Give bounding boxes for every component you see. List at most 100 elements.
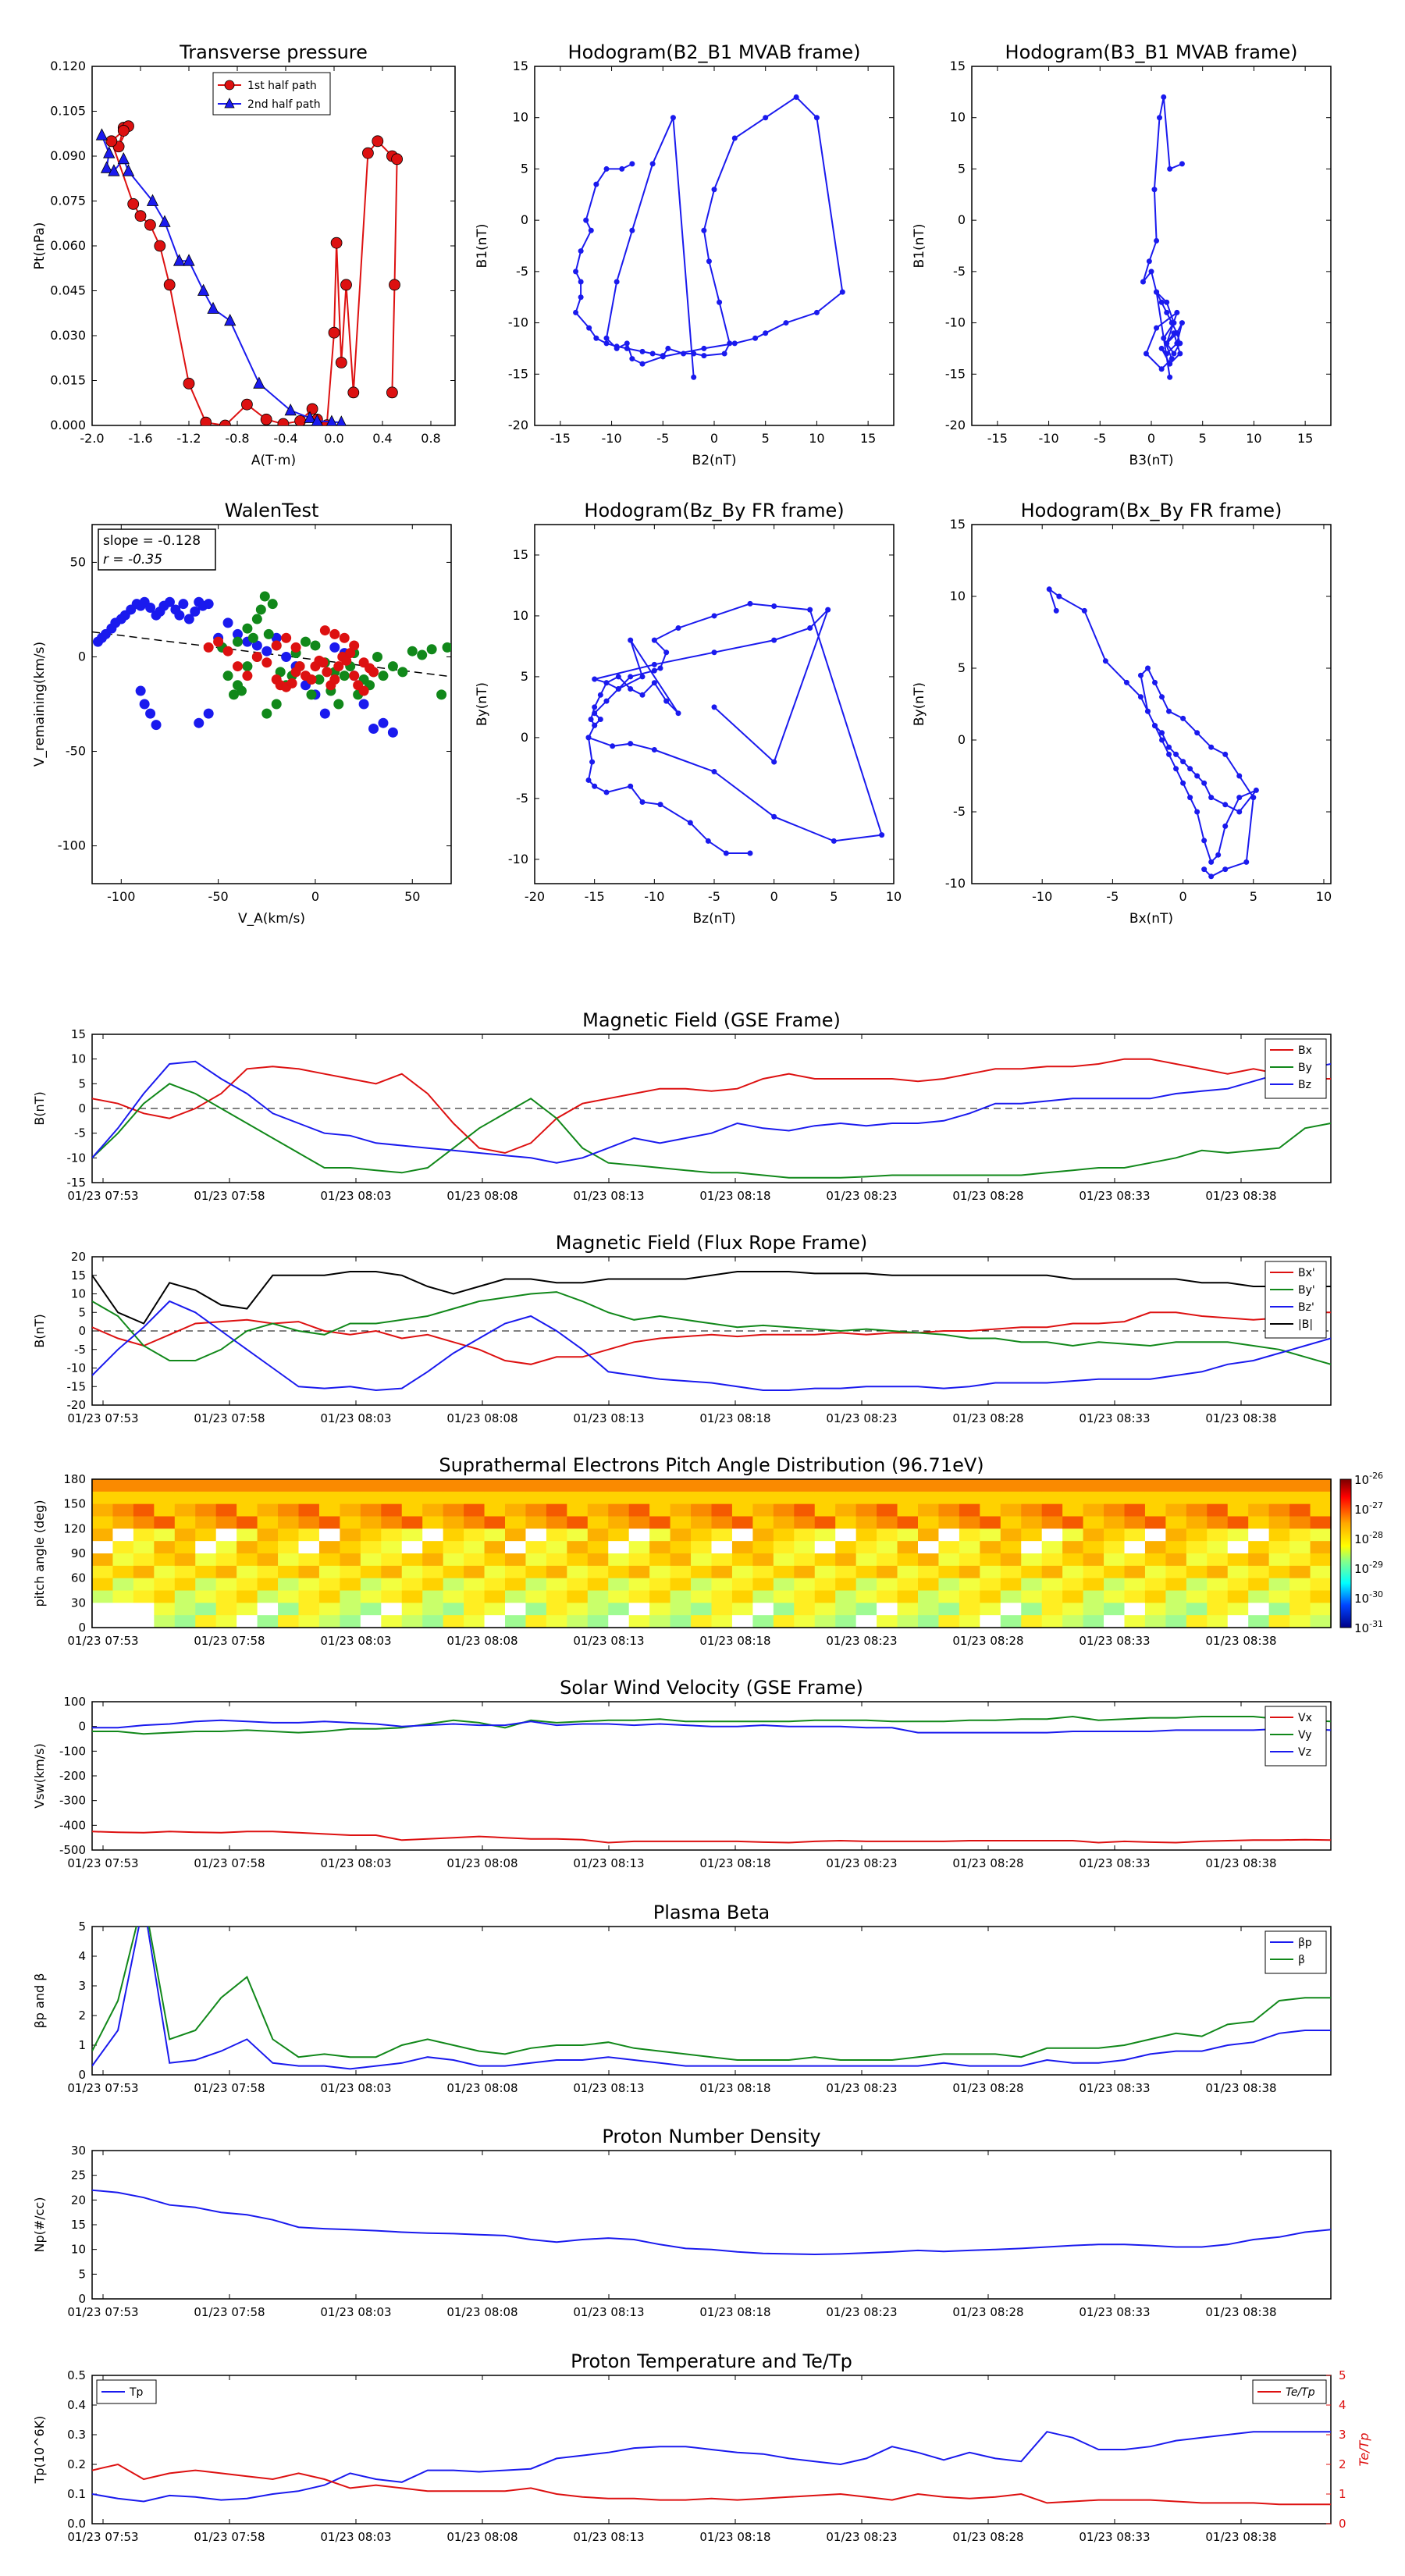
heatmap-cell xyxy=(1083,1516,1104,1529)
plot-area xyxy=(92,2189,1331,2256)
point-marker xyxy=(603,680,610,686)
pad-axes: Suprathermal Electrons Pitch Angle Distr… xyxy=(32,1454,1383,1648)
heatmap-cell xyxy=(980,1479,1001,1493)
heatmap-cell xyxy=(1248,1516,1270,1529)
heatmap-cell xyxy=(773,1503,795,1517)
heatmap-cell xyxy=(587,1491,609,1505)
scatter-point-red xyxy=(222,646,233,656)
time-tick-label: 01/23 08:03 xyxy=(320,1856,391,1870)
time-tick-label: 01/23 08:03 xyxy=(320,1189,391,1203)
heatmap-cell xyxy=(1041,1590,1063,1603)
y-axis-label: pitch angle (deg) xyxy=(32,1500,47,1606)
point-marker xyxy=(583,217,589,223)
heatmap-cell xyxy=(773,1491,795,1505)
heatmap-cell xyxy=(877,1528,898,1542)
heatmap-cell xyxy=(464,1516,486,1529)
mag-gse-axes: Magnetic Field (GSE Frame) 01/23 07:53 01/… xyxy=(32,1009,1332,1203)
x-tick-label: -5 xyxy=(708,889,720,904)
y-tick-label: 30 xyxy=(71,1596,86,1610)
heatmap-cell xyxy=(1144,1590,1166,1603)
heatmap-cell xyxy=(443,1528,464,1542)
heatmap-cell xyxy=(1186,1491,1208,1505)
time-tick-label: 01/23 08:03 xyxy=(320,1411,391,1425)
series-line-2nd-half-path xyxy=(101,134,342,424)
heatmap-cell xyxy=(340,1603,361,1616)
point-marker xyxy=(592,783,598,789)
heatmap-cell xyxy=(649,1615,671,1628)
heatmap-cell xyxy=(587,1578,609,1592)
heatmap-cell xyxy=(794,1528,816,1542)
point-marker xyxy=(1177,350,1183,357)
heatmap-cell xyxy=(794,1553,816,1567)
plot-area xyxy=(1140,94,1185,380)
hodogram-bx-by-axes: Hodogram(Bx_By FR frame) -10 -5 0 5 10 -10 -5 0 5… xyxy=(912,500,1332,927)
heatmap-cell xyxy=(1124,1516,1146,1529)
colorbar-tick-label: 10-27 xyxy=(1354,1500,1383,1517)
time-tick-label: 01/23 08:13 xyxy=(573,1856,644,1870)
time-tick-label: 01/23 07:53 xyxy=(67,1189,138,1203)
colorbar-tick-exponent: -26 xyxy=(1369,1471,1383,1481)
time-tick-label: 01/23 08:08 xyxy=(446,2305,518,2319)
heatmap-cell xyxy=(670,1590,692,1603)
circle-marker xyxy=(306,403,318,415)
point-marker xyxy=(1171,350,1177,357)
scatter-point-green xyxy=(442,642,451,653)
time-tick-label: 01/23 08:28 xyxy=(952,2530,1023,2544)
heatmap-cell xyxy=(1310,1553,1332,1567)
point-marker xyxy=(747,850,753,856)
y-tick-label: 15 xyxy=(950,517,966,532)
series-line-1st-half-path xyxy=(110,125,398,425)
heatmap-cell xyxy=(484,1491,506,1505)
heatmap-cell xyxy=(464,1578,486,1592)
point-marker xyxy=(771,637,777,643)
heatmap-cell xyxy=(195,1479,217,1493)
heatmap-cell xyxy=(278,1528,300,1542)
x-tick-label: -15 xyxy=(585,889,605,904)
scatter-point-green xyxy=(242,661,253,672)
plot-area xyxy=(585,600,885,856)
heatmap-cell xyxy=(340,1528,361,1542)
heatmap-cell xyxy=(298,1553,320,1567)
colorbar-tick-label: 10-28 xyxy=(1354,1530,1383,1546)
legend: Vx Vy Vz xyxy=(1264,1706,1327,1767)
scatter-point-green xyxy=(222,671,233,681)
heatmap-cell xyxy=(318,1578,340,1592)
triangle-marker xyxy=(173,254,186,266)
heatmap-cell xyxy=(567,1615,589,1628)
point-marker xyxy=(1208,795,1215,801)
y-tick-label: 0 xyxy=(78,2292,86,2306)
heatmap-cell xyxy=(112,1590,134,1603)
triangle-marker xyxy=(183,254,195,266)
point-marker xyxy=(1164,309,1170,315)
heatmap-cell xyxy=(1124,1541,1146,1554)
legend-label: 1st half path xyxy=(247,80,317,92)
heatmap-cell xyxy=(814,1541,836,1554)
heatmap-cell xyxy=(484,1528,506,1542)
scatter-point-red xyxy=(271,640,282,651)
heatmap-cell xyxy=(464,1503,486,1517)
circle-marker xyxy=(330,237,343,249)
scatter-point-red xyxy=(294,661,305,672)
heatmap-cell xyxy=(154,1603,176,1616)
point-marker xyxy=(603,340,610,347)
heatmap-cell xyxy=(691,1590,713,1603)
heatmap-cell xyxy=(1289,1553,1311,1567)
scatter-point-red xyxy=(251,651,262,662)
heatmap-cell xyxy=(92,1590,114,1603)
triangle-marker xyxy=(311,414,323,425)
scatter-point-blue xyxy=(194,717,205,728)
heatmap-cell xyxy=(484,1578,506,1592)
legend-label: Vx xyxy=(1298,1712,1312,1724)
point-marker xyxy=(578,248,584,254)
y-tick-label: -10 xyxy=(945,315,966,330)
plot-frame xyxy=(91,66,456,426)
heatmap-cell xyxy=(608,1565,630,1579)
series-line-Bx xyxy=(92,1058,1331,1155)
y-tick-label: 0.2 xyxy=(67,2457,86,2471)
chart-title: Proton Number Density xyxy=(602,2126,820,2147)
point-marker xyxy=(1164,340,1170,347)
heatmap-cell xyxy=(1207,1603,1229,1616)
legend-label: Bz xyxy=(1298,1079,1311,1091)
scatter-point-blue xyxy=(378,717,389,728)
legend: Bx' By' Bz' |B| xyxy=(1264,1261,1327,1339)
